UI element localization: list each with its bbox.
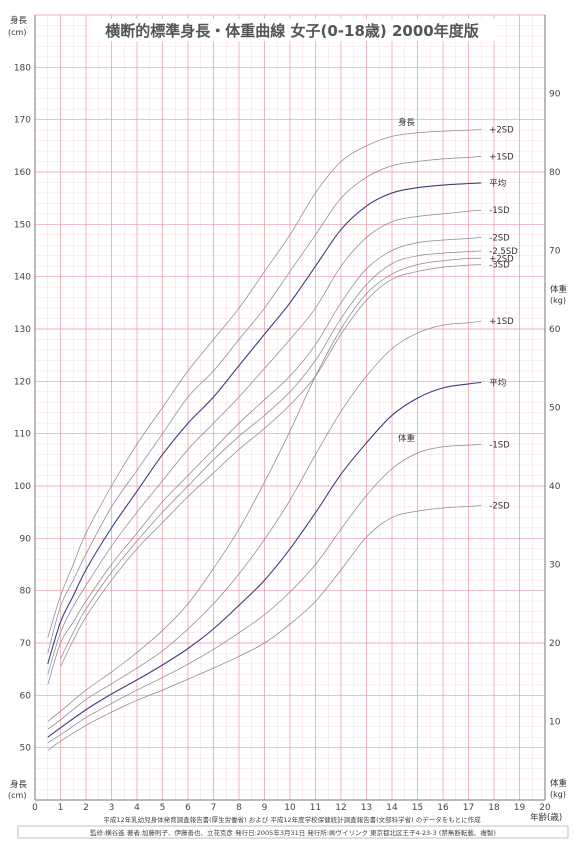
credit-line: 監修:横谷進 著者:加藤則子、伊藤善也、立花克彦 発行日:2005年3月31日 … (90, 828, 496, 837)
height-series-line (47, 155, 482, 654)
right-tick-label: 10 (549, 718, 561, 728)
height-series-label: -2.5SD (489, 247, 518, 257)
right-tick-label: 70 (549, 247, 561, 257)
right-tick-label: 60 (549, 325, 561, 335)
source-note: 平成12年乳幼児身体発育調査報告書(厚生労働省) および 平成12年度学校保健統… (103, 815, 481, 824)
x-tick-label: 2 (83, 803, 89, 813)
weight-series-label: 平均 (489, 377, 506, 388)
right-axis-label-bottom: 体重 (550, 778, 568, 789)
height-series-label: +2SD (489, 126, 514, 136)
credit-box (17, 825, 569, 839)
left-tick-label: 160 (14, 168, 31, 178)
x-tick-label: 13 (361, 803, 372, 813)
weight-series-label: +1SD (489, 317, 514, 327)
series-labels: +2SD+1SD平均-1SD-2SD-2.5SD-3SD+2SD+1SD平均-1… (489, 126, 518, 512)
weight-series-line (47, 444, 482, 744)
right-tick-label: 30 (549, 561, 561, 571)
left-tick-label: 70 (20, 639, 32, 649)
left-axis-unit-bottom: (cm) (8, 791, 26, 800)
left-tick-label: 150 (14, 220, 31, 230)
left-tick-label: 110 (14, 430, 31, 440)
left-tick-label: 90 (20, 534, 32, 544)
x-tick-label: 8 (236, 803, 242, 813)
right-tick-label: 40 (549, 482, 561, 492)
left-tick-label: 130 (14, 325, 31, 335)
height-series-line (47, 237, 482, 685)
left-tick-label: 140 (14, 273, 31, 283)
x-axis-label: 年齢(歳) (530, 812, 562, 823)
height-series-label: +1SD (489, 152, 514, 162)
x-tick-label: 17 (463, 803, 474, 813)
weight-curves (47, 257, 482, 751)
left-axis-label-top: 身長 (10, 15, 28, 26)
x-tick-label: 16 (437, 803, 449, 813)
height-series-line (47, 209, 482, 675)
height-series-label: -3SD (489, 261, 510, 271)
right-axis-label-top: 体重 (550, 284, 568, 295)
height-series-line (47, 129, 482, 638)
height-series-line (60, 264, 482, 667)
x-tick-label: 14 (386, 803, 398, 813)
x-tick-label: 0 (32, 803, 38, 813)
x-tick-label: 7 (211, 803, 217, 813)
height-series-line (47, 182, 482, 665)
x-tick-label: 10 (284, 803, 296, 813)
x-tick-label: 3 (109, 803, 115, 813)
x-tick-label: 11 (310, 803, 321, 813)
height-group-label: 身長 (398, 117, 416, 128)
chart-title: 横断的標準身長・体重曲線 女子(0-18歳) 2000年度版 (105, 22, 478, 40)
left-tick-label: 180 (14, 63, 31, 73)
x-tick-label: 9 (262, 803, 268, 813)
left-tick-label: 60 (20, 691, 32, 701)
x-tick-label: 20 (539, 803, 551, 813)
height-curves (47, 129, 482, 685)
weight-series-line (47, 381, 482, 738)
x-tick-label: 12 (335, 803, 346, 813)
left-axis-unit-top: (cm) (8, 28, 26, 37)
right-axis-unit-bottom: (kg) (550, 790, 566, 799)
right-tick-label: 90 (549, 90, 561, 100)
grid-major (34, 14, 546, 801)
left-tick-label: 50 (20, 744, 32, 754)
right-tick-label: 50 (549, 404, 561, 414)
x-tick-label: 18 (488, 803, 500, 813)
right-axis-unit-top: (kg) (550, 296, 566, 305)
left-axis-label-bottom: 身長 (10, 779, 28, 790)
height-series-label: 平均 (489, 178, 506, 189)
axes (34, 15, 546, 801)
weight-series-label: -1SD (489, 440, 510, 450)
x-tick-label: 5 (160, 803, 166, 813)
x-tick-label: 4 (134, 803, 140, 813)
height-series-line (60, 250, 482, 659)
weight-series-label: -2SD (489, 502, 510, 512)
weight-series-line (47, 320, 482, 730)
right-axis-ticks: 10 20 30 40 50 60 70 80 90 (549, 90, 561, 728)
height-series-label: -1SD (489, 206, 510, 216)
left-tick-label: 120 (14, 377, 31, 387)
x-tick-label: 15 (412, 803, 423, 813)
weight-series-line (47, 505, 482, 751)
weight-group-label: 体重 (398, 433, 416, 444)
left-axis-ticks: 50 60 70 80 90 100 110 120 130 140 150 160 170 180 (14, 63, 31, 753)
x-tick-label: 19 (514, 803, 526, 813)
weight-series-label: +2SD (489, 254, 514, 264)
left-tick-label: 100 (14, 482, 31, 492)
height-series-label: -2SD (489, 233, 510, 243)
weight-series-line (47, 257, 482, 722)
left-tick-label: 170 (14, 116, 31, 126)
left-tick-label: 80 (20, 587, 32, 597)
x-tick-label: 6 (185, 803, 191, 813)
x-tick-label: 1 (58, 803, 64, 813)
title-background (88, 19, 496, 41)
x-axis-ticks: 0 1 2 3 4 5 6 7 8 9 10 11 12 13 14 15 16 17 18 19 20 (32, 803, 551, 813)
right-tick-label: 20 (549, 639, 561, 649)
right-tick-label: 80 (549, 168, 561, 178)
